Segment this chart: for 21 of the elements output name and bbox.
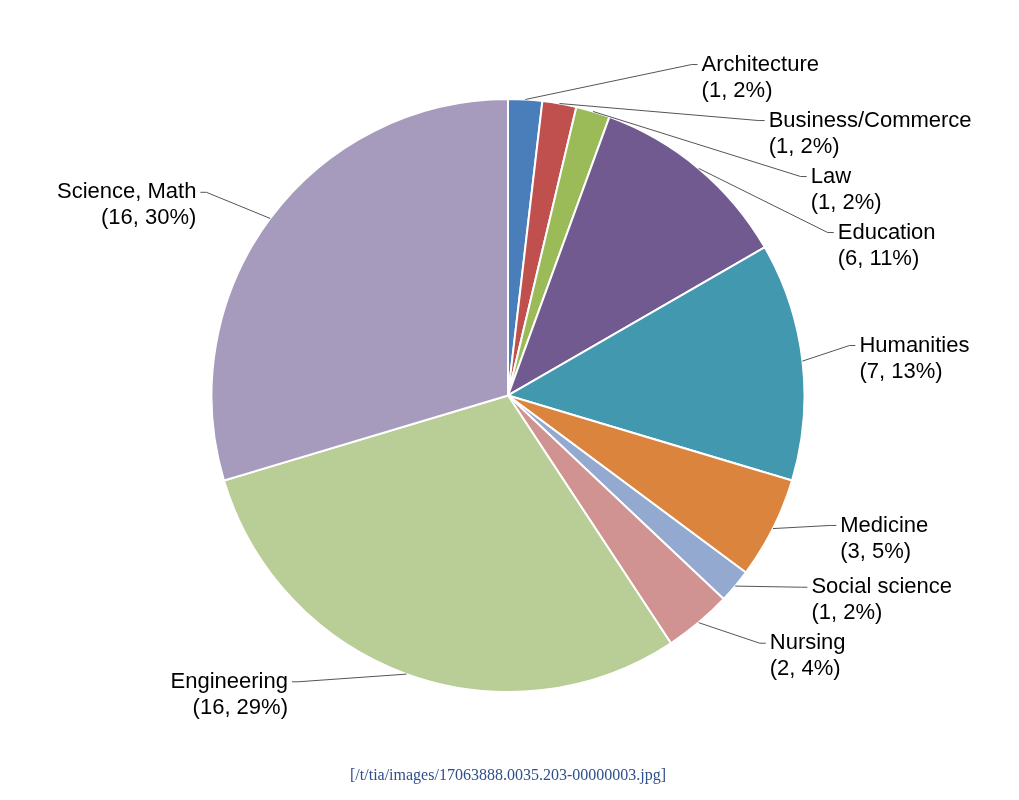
data-label: (1, 2%) xyxy=(811,599,883,625)
slice-label: Engineering xyxy=(170,667,288,693)
slice-label: Education xyxy=(837,218,936,244)
data-label: (7, 13%) xyxy=(859,357,943,383)
data-label: (1, 2%) xyxy=(701,76,773,102)
slice-label: Social science xyxy=(811,573,953,599)
slice-label: Nursing xyxy=(769,629,846,655)
data-label: (3, 5%) xyxy=(840,537,912,563)
slice-label: Humanities xyxy=(859,331,970,357)
slice-label: Business/Commerce xyxy=(768,106,972,132)
slice-label: Law xyxy=(810,162,852,188)
slice-label: Science, Math xyxy=(57,178,197,204)
data-label: (1, 2%) xyxy=(768,132,840,158)
data-label: (6, 11%) xyxy=(837,244,920,270)
data-label: (1, 2%) xyxy=(810,188,882,214)
data-label: (16, 29%) xyxy=(192,693,288,719)
slice-label: Medicine xyxy=(840,511,929,537)
text: [/t/tia/images/17063888.0035.203-00000003.jpg] xyxy=(350,766,666,784)
slice-label: Architecture xyxy=(701,50,819,76)
data-label: (16, 30%) xyxy=(101,204,197,230)
data-label: (2, 4%) xyxy=(769,655,841,681)
